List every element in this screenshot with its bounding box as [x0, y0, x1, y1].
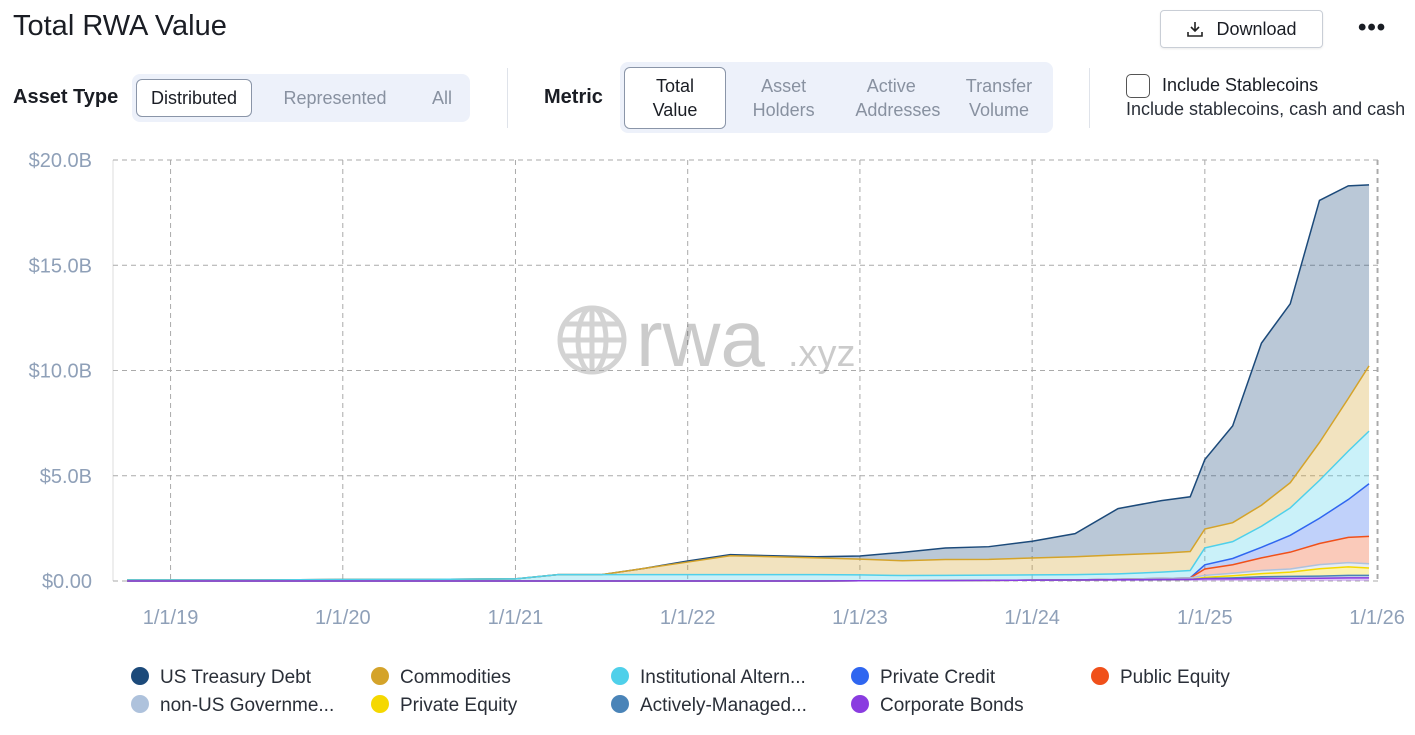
legend-swatch [371, 667, 389, 685]
toggle-option[interactable]: Asset Holders [752, 75, 815, 120]
toggle-option[interactable]: Transfer Volume [965, 75, 1033, 120]
watermark-text: rwa [636, 294, 765, 383]
legend-swatch [611, 667, 629, 685]
watermark-text: .xyz [788, 333, 856, 375]
toggle-option[interactable]: Active Addresses [855, 75, 941, 120]
watermark [557, 305, 627, 375]
legend-swatch [131, 695, 149, 713]
y-tick-label: $20.0B [29, 150, 92, 172]
download-icon [1187, 22, 1204, 37]
toggle-option[interactable]: All [431, 88, 452, 108]
legend-label: Private Equity [400, 695, 518, 716]
chart: $0.00 $5.0B $10.0B $15.0B $20.0B 1/1/19 1/1/20… [29, 150, 1405, 716]
legend-label: Private Credit [880, 667, 996, 688]
x-tick-label: 1/1/19 [143, 607, 199, 629]
asset-type-toggle: Distributed Represented All [132, 74, 470, 122]
download-button[interactable]: Download [1160, 10, 1323, 48]
more-menu[interactable]: ••• [1358, 14, 1387, 41]
legend-swatch [1091, 667, 1109, 685]
metric-label: Metric [544, 86, 603, 108]
toggle-option[interactable]: Represented [283, 88, 387, 108]
legend-swatch [611, 695, 629, 713]
x-tick-label: 1/1/25 [1177, 607, 1233, 629]
legend-swatch [851, 695, 869, 713]
stablecoin-label: Include Stablecoins [1162, 75, 1319, 95]
stablecoin-description: Include stablecoins, cash and cash [1126, 99, 1406, 119]
legend-swatch [131, 667, 149, 685]
page-title: Total RWA Value [13, 10, 227, 42]
download-label: Download [1216, 18, 1297, 39]
stablecoin-checkbox[interactable] [1126, 74, 1150, 98]
toggle-option[interactable]: Total Value [624, 66, 726, 129]
y-tick-label: $5.0B [40, 466, 92, 488]
x-tick-label: 1/1/26 [1349, 607, 1405, 629]
divider [507, 68, 508, 128]
y-tick-label: $10.0B [29, 361, 92, 383]
asset-type-label: Asset Type [13, 86, 119, 108]
legend-label: non-US Governme... [160, 695, 334, 716]
legend-label: Commodities [400, 667, 511, 688]
legend-label: Public Equity [1120, 667, 1230, 688]
legend-label: US Treasury Debt [160, 667, 312, 688]
x-tick-label: 1/1/22 [660, 607, 716, 629]
legend-label: Actively-Managed... [640, 695, 807, 716]
area-edge [127, 430, 1370, 581]
x-tick-label: 1/1/21 [488, 607, 544, 629]
toggle-option[interactable]: Distributed [136, 79, 253, 117]
x-tick-label: 1/1/24 [1004, 607, 1060, 629]
area-edge [127, 577, 1370, 582]
y-tick-label: $15.0B [29, 255, 92, 277]
metric-toggle: Total Value Asset Holders Active Addresses… [620, 62, 1053, 133]
legend-label: Institutional Altern... [640, 667, 806, 688]
legend-label: Corporate Bonds [880, 695, 1024, 716]
x-tick-label: 1/1/20 [315, 607, 371, 629]
legend-swatch [851, 667, 869, 685]
legend-swatch [371, 695, 389, 713]
x-tick-label: 1/1/23 [832, 607, 888, 629]
divider [1089, 68, 1090, 128]
y-tick-label: $0.00 [42, 571, 92, 593]
